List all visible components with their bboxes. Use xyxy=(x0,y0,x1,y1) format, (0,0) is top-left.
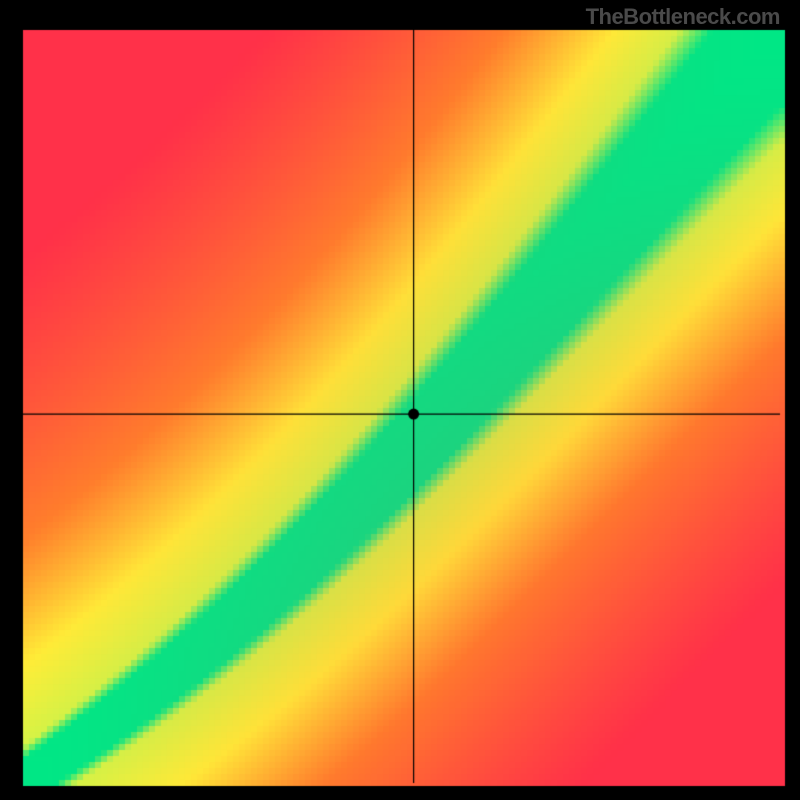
bottleneck-heatmap xyxy=(0,0,800,800)
chart-container: TheBottleneck.com xyxy=(0,0,800,800)
watermark-text: TheBottleneck.com xyxy=(586,4,780,30)
